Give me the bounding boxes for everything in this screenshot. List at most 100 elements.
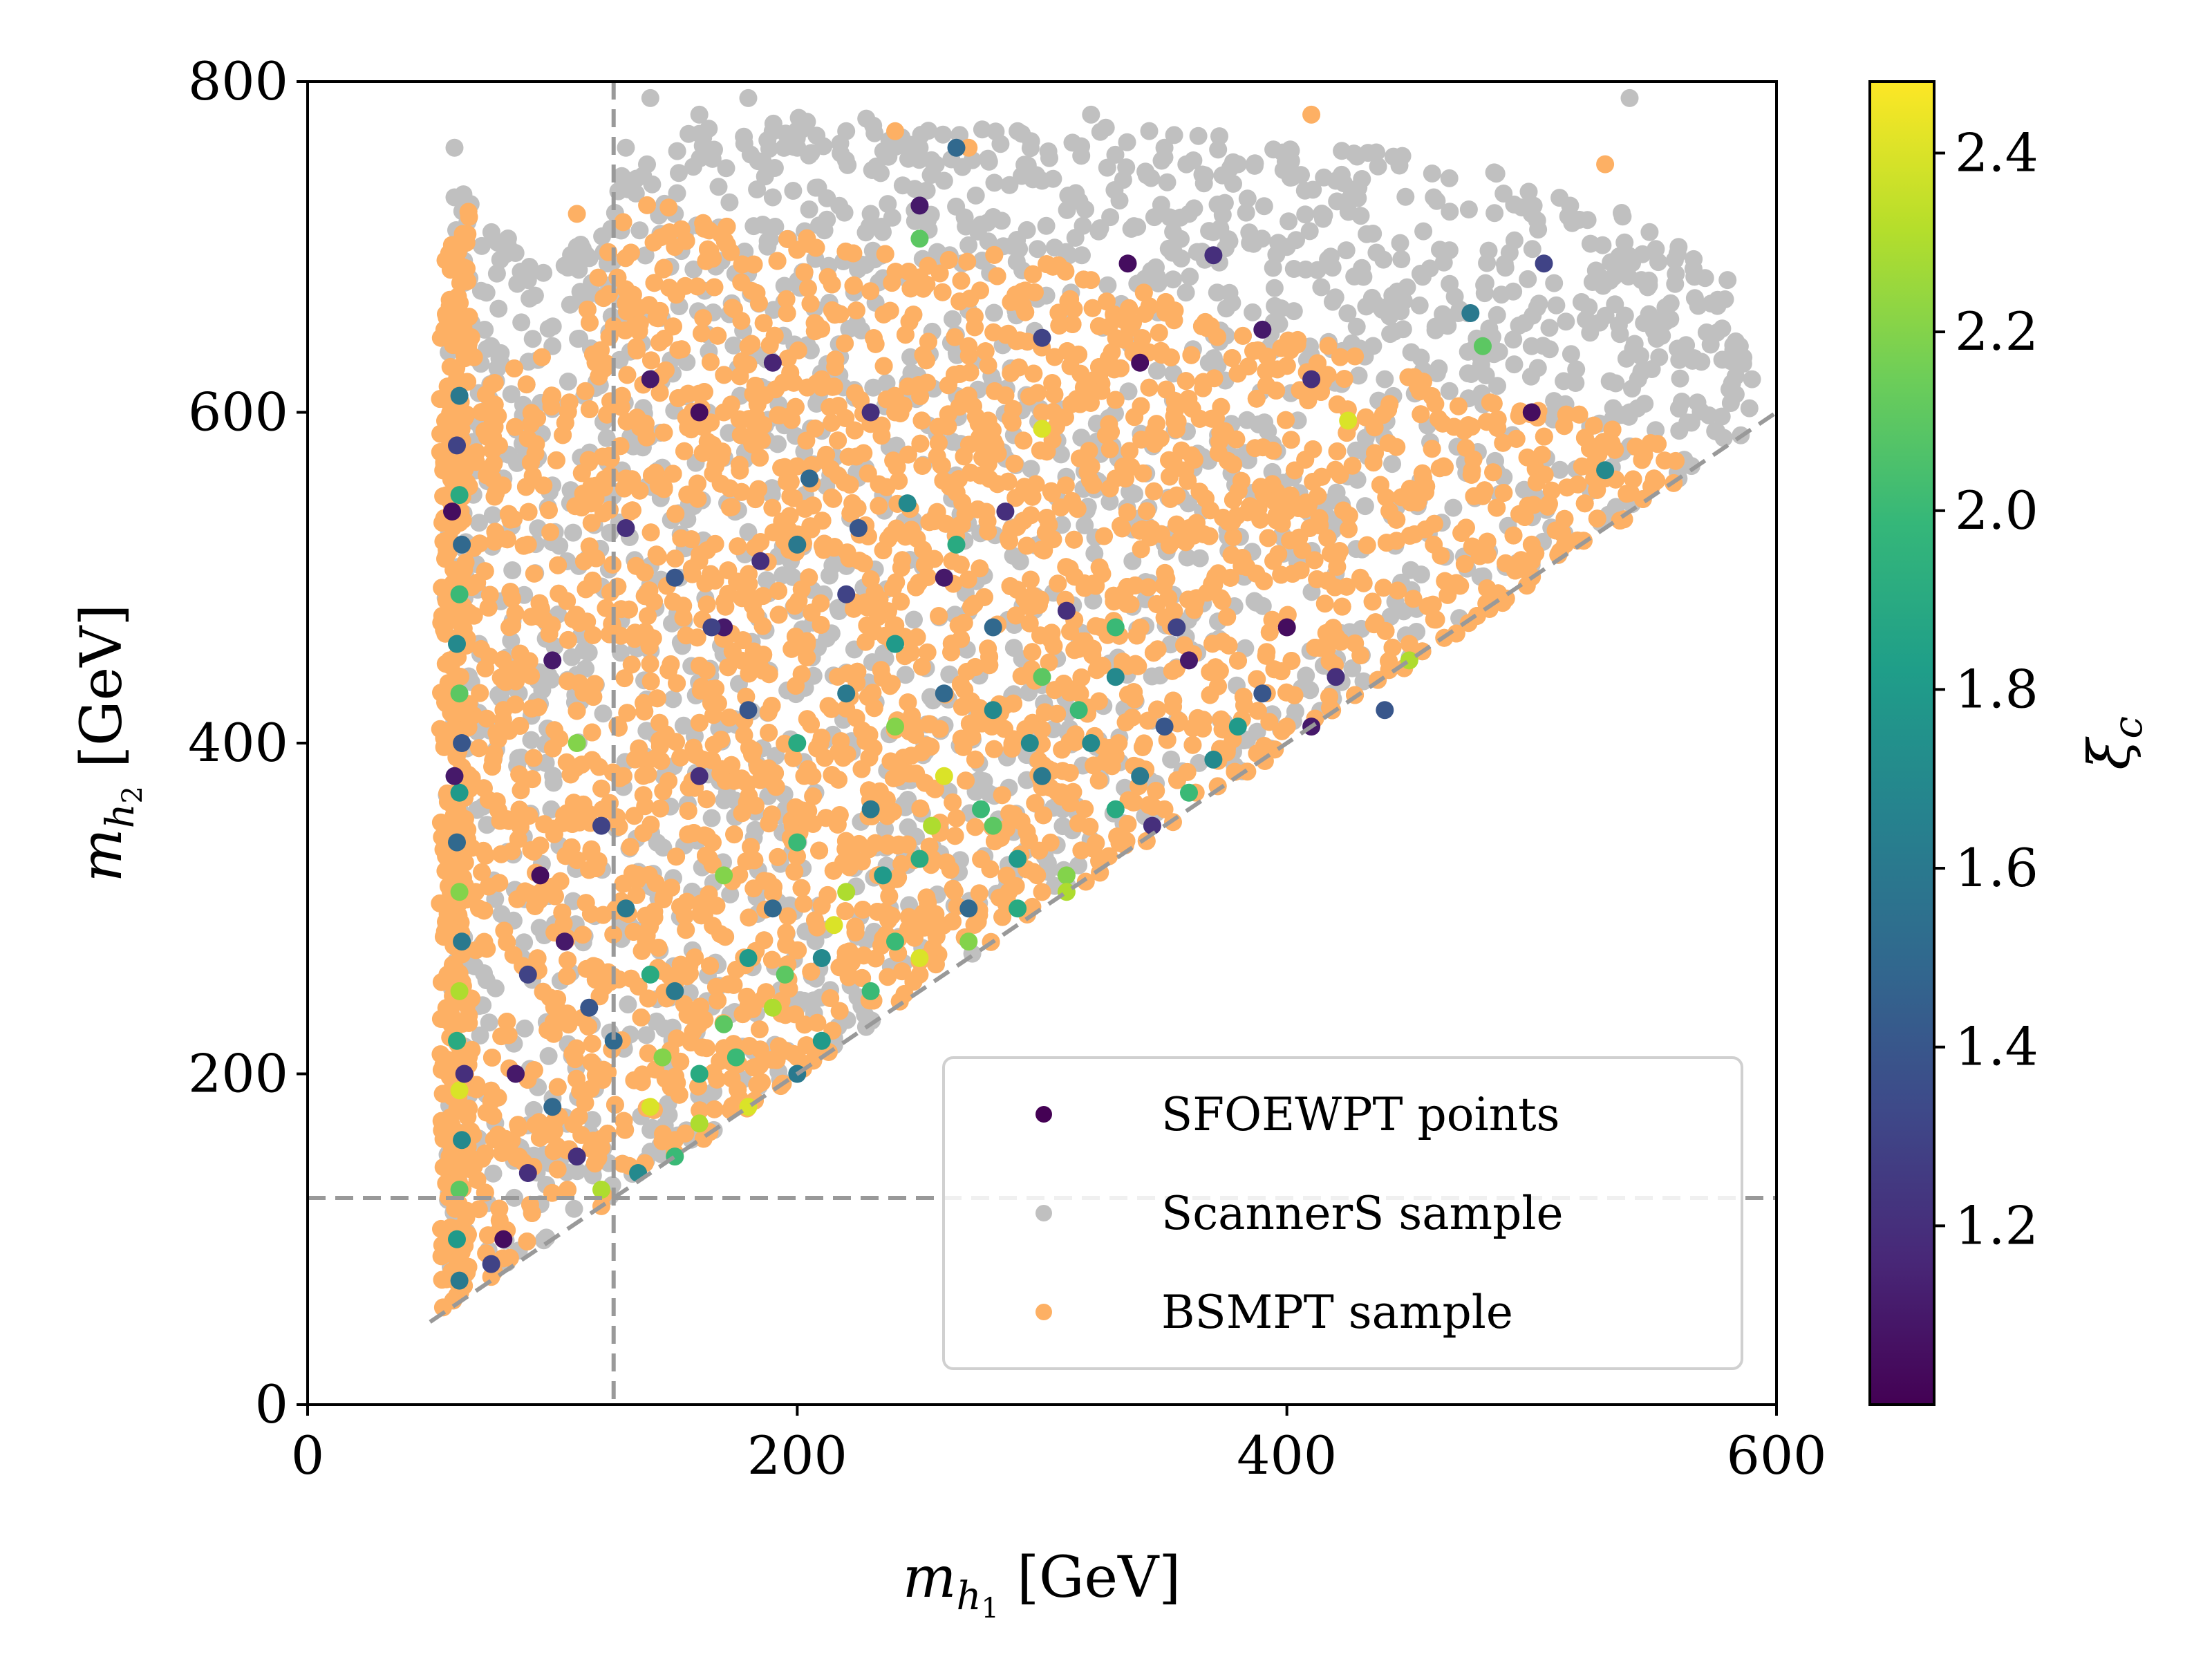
scanners-point <box>1444 498 1463 517</box>
scanners-point <box>1440 169 1459 187</box>
bsmpt-point <box>1222 545 1241 564</box>
bsmpt-point <box>1363 592 1382 611</box>
scanners-point <box>1037 216 1056 235</box>
scanners-point <box>1487 165 1506 183</box>
scanners-point <box>476 321 494 339</box>
scanners-point <box>1593 236 1612 254</box>
bsmpt-point <box>694 309 713 328</box>
scanners-point <box>684 158 702 176</box>
scanners-point <box>1098 276 1117 294</box>
scanners-point <box>1284 302 1303 321</box>
scanners-point <box>774 566 792 585</box>
bsmpt-point <box>836 334 854 353</box>
bsmpt-point <box>589 268 608 287</box>
scanners-point <box>856 223 875 242</box>
scanners-point <box>670 164 688 182</box>
scanners-point <box>984 208 1002 226</box>
scanners-point <box>1376 370 1394 388</box>
bsmpt-point <box>634 786 653 805</box>
scanners-point <box>544 774 563 792</box>
scanners-point <box>470 514 488 532</box>
scanners-point <box>1620 88 1639 107</box>
scanners-point <box>1357 297 1376 316</box>
scanners-point <box>445 188 464 207</box>
bsmpt-point <box>750 1020 769 1039</box>
scanners-point <box>762 485 781 504</box>
scanners-point <box>829 599 847 617</box>
bsmpt-point <box>866 335 885 353</box>
scanners-point <box>802 144 821 162</box>
bsmpt-point <box>559 630 577 649</box>
scanners-point <box>801 341 820 359</box>
scanners-point <box>1069 856 1088 874</box>
scanners-point <box>1462 365 1481 383</box>
scanners-point <box>522 731 541 749</box>
bsmpt-point <box>601 466 619 485</box>
scanners-point <box>521 289 539 308</box>
bsmpt-point <box>650 333 668 352</box>
bsmpt-point <box>1134 738 1152 756</box>
scanners-point <box>1673 393 1691 411</box>
scanners-point <box>921 688 939 706</box>
scanners-point <box>617 138 635 157</box>
scanners-point <box>1180 205 1198 223</box>
scanners-point <box>445 138 464 157</box>
scanners-point <box>1118 133 1136 151</box>
scanners-point <box>1297 666 1315 685</box>
scanners-point <box>1164 223 1183 241</box>
scanners-point <box>550 536 569 555</box>
bsmpt-point <box>482 375 501 394</box>
scanners-point <box>1459 200 1478 218</box>
scanners-point <box>739 88 758 107</box>
scanners-point <box>693 136 712 155</box>
scanners-point <box>564 523 583 542</box>
scanners-point <box>837 122 856 140</box>
scanners-point <box>1213 166 1232 185</box>
scanners-point <box>502 385 521 404</box>
bsmpt-point <box>525 564 543 583</box>
scanners-point <box>1708 290 1727 309</box>
scanners-point <box>483 506 502 525</box>
scanners-point <box>491 250 509 269</box>
scanners-point <box>985 174 1004 192</box>
scanners-point <box>753 216 772 234</box>
bsmpt-point <box>958 252 977 271</box>
scanners-point <box>1540 319 1559 337</box>
scanners-point <box>641 88 659 107</box>
bsmpt-point <box>1065 530 1083 549</box>
scanners-point <box>1204 349 1223 368</box>
bsmpt-point <box>1533 445 1551 464</box>
scanners-point <box>935 171 953 190</box>
scanners-point <box>565 1199 583 1218</box>
scanners-point <box>905 610 923 629</box>
scanners-point <box>1423 165 1441 182</box>
scanners-point <box>1611 325 1629 344</box>
scanners-point <box>1082 105 1100 124</box>
scanners-point <box>1140 122 1159 140</box>
scanners-point <box>568 1162 586 1181</box>
scanners-point <box>1008 231 1027 249</box>
bsmpt-point <box>798 279 817 297</box>
scanners-point <box>1238 731 1256 749</box>
scanners-point <box>1414 222 1433 241</box>
scanners-point <box>563 648 581 666</box>
scanners-point <box>509 749 527 767</box>
scanners-point <box>1434 253 1453 272</box>
scanners-point <box>1053 817 1072 836</box>
scanners-point <box>1098 158 1116 177</box>
scanners-point <box>1567 360 1586 379</box>
bsmpt-point <box>1041 833 1060 852</box>
scanners-point <box>1685 349 1703 368</box>
scanners-point <box>1209 140 1228 159</box>
scanners-point <box>856 1006 874 1024</box>
scanners-point <box>1723 374 1741 393</box>
bsmpt-point <box>912 657 931 676</box>
bsmpt-point <box>559 951 577 970</box>
scanners-point <box>593 227 612 245</box>
scanners-point <box>1038 854 1057 872</box>
scanners-point <box>975 772 993 791</box>
scanners-point <box>1244 303 1262 321</box>
scanners-point <box>1369 157 1387 176</box>
scanners-point <box>1359 144 1377 162</box>
bsmpt-point <box>1481 393 1499 412</box>
